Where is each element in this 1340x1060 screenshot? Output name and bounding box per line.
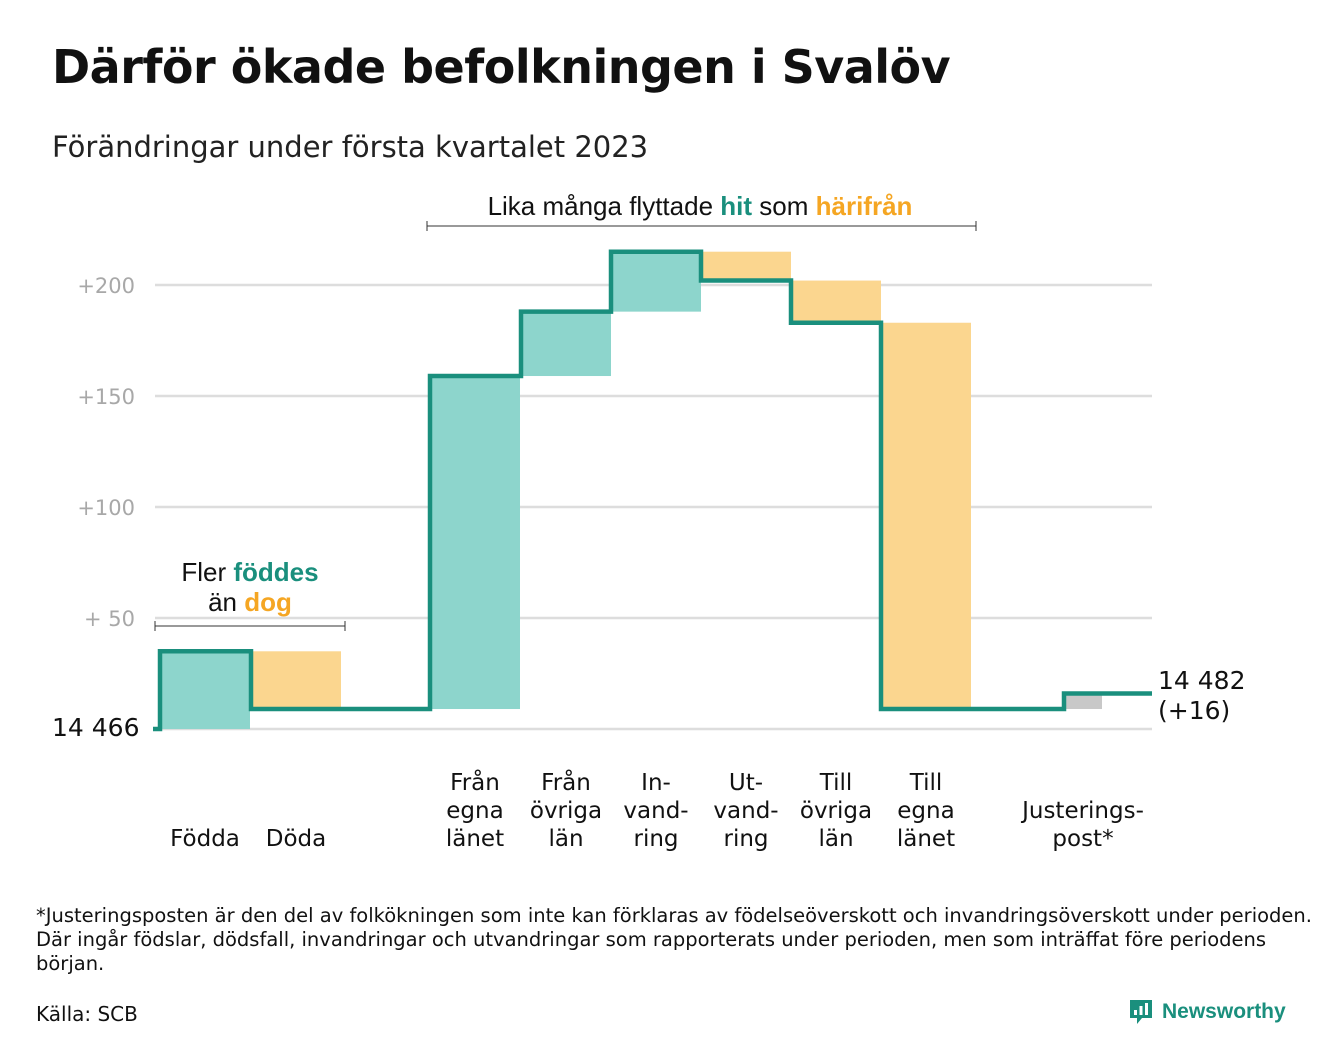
bar-0 [160, 651, 250, 729]
category-label: Till egna länet [897, 770, 955, 852]
page-subtitle: Förändringar under första kvartalet 2023 [52, 130, 649, 164]
waterfall-chart: + 50 +100 +150 +200 Födda Döda Från egna länet Fr… [52, 191, 1245, 852]
bar-1 [251, 651, 341, 710]
category-label: In-vand-ring [623, 770, 688, 852]
y-tick-label: + 50 [84, 607, 135, 631]
bar-6 [791, 280, 881, 323]
category-label: Från egna länet [446, 768, 504, 852]
bar-4 [611, 251, 701, 312]
category-label: Från övriga län [530, 768, 602, 852]
bar-5 [701, 251, 791, 281]
labels: + 50 +100 +150 +200 Födda Döda Från egna länet Fr… [77, 274, 1144, 852]
y-tick-label: +200 [77, 274, 135, 298]
grid-lines [155, 283, 1152, 731]
category-label: Justerings-post* [1020, 798, 1144, 852]
category-label: Ut-vand-ring [713, 770, 778, 852]
start-value-label: 14 466 [52, 713, 139, 742]
category-label: Döda [266, 826, 326, 852]
births-annotation-line1: Fler föddes [181, 557, 318, 587]
source-label: Källa: SCB [36, 1002, 138, 1026]
footnote: *Justeringsposten är den del av folkökni… [36, 904, 1312, 975]
category-label: Till övriga län [800, 770, 872, 852]
brand-name: Newsworthy [1162, 1000, 1286, 1023]
category-label: Födda [170, 826, 240, 852]
births-annotation-line2: än dog [208, 587, 292, 617]
end-change-label: (+16) [1158, 696, 1230, 725]
bar-7 [881, 322, 971, 710]
step-line-layer [153, 249, 1152, 732]
brand-logo: Newsworthy [1128, 998, 1286, 1026]
y-tick-label: +150 [77, 385, 135, 409]
bars [160, 251, 1102, 729]
migration-annotation: Lika många flyttade hit som härifrån [426, 191, 977, 231]
bar-2 [430, 376, 520, 710]
migration-annotation-text: Lika många flyttade hit som härifrån [488, 191, 913, 221]
bar-8 [1064, 693, 1102, 710]
end-value-label: 14 482 [1158, 666, 1245, 695]
page-title: Därför ökade befolkningen i Svalöv [52, 40, 951, 94]
births-annotation: Fler föddes än dog [154, 557, 346, 631]
newsworthy-logo-icon [1130, 1000, 1152, 1024]
bar-3 [521, 311, 611, 377]
step-line [153, 249, 1152, 732]
y-tick-label: +100 [77, 496, 135, 520]
